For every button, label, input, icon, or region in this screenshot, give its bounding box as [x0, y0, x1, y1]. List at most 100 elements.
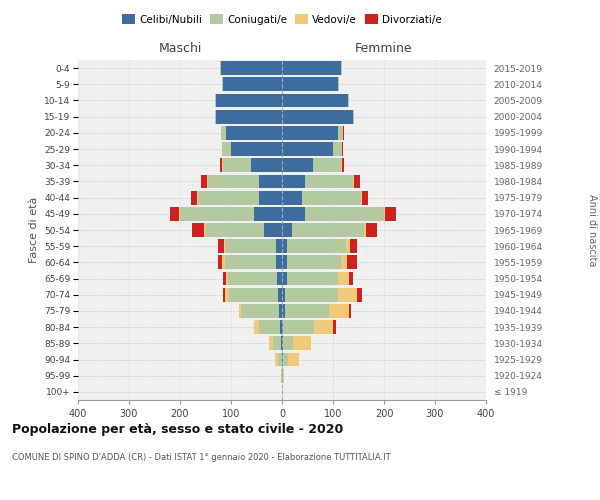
Bar [282, 158, 313, 172]
Bar [364, 223, 366, 237]
Bar [282, 78, 338, 91]
Bar [229, 272, 277, 285]
Bar [284, 288, 338, 302]
Bar [208, 174, 259, 188]
Bar [384, 207, 385, 220]
Bar [259, 320, 280, 334]
Bar [259, 174, 282, 188]
Bar [338, 288, 358, 302]
Bar [347, 256, 357, 270]
Bar [221, 61, 282, 75]
Bar [338, 126, 343, 140]
Bar [206, 223, 264, 237]
Bar [269, 336, 274, 350]
Bar [282, 126, 338, 140]
Bar [198, 190, 259, 204]
Bar [226, 126, 282, 140]
Bar [239, 304, 241, 318]
Bar [170, 207, 179, 220]
Bar [215, 94, 216, 108]
Bar [192, 223, 205, 237]
Bar [223, 272, 226, 285]
Bar [281, 336, 282, 350]
Bar [282, 223, 292, 237]
Bar [338, 272, 349, 285]
Bar [333, 142, 342, 156]
Bar [275, 352, 278, 366]
Bar [276, 240, 282, 253]
Bar [282, 288, 284, 302]
Bar [349, 272, 353, 285]
Bar [283, 352, 288, 366]
Bar [282, 304, 284, 318]
Bar [281, 369, 282, 382]
Bar [333, 320, 335, 334]
Bar [342, 142, 343, 156]
Bar [218, 240, 224, 253]
Bar [353, 174, 355, 188]
Bar [223, 158, 251, 172]
Bar [283, 320, 314, 334]
Text: Femmine: Femmine [355, 42, 413, 55]
Bar [280, 304, 282, 318]
Bar [226, 272, 229, 285]
Bar [314, 320, 333, 334]
Bar [341, 256, 347, 270]
Bar [338, 78, 339, 91]
Bar [282, 369, 283, 382]
Bar [274, 336, 281, 350]
Bar [288, 352, 299, 366]
Bar [361, 190, 362, 204]
Legend: Celibi/Nubili, Coniugati/e, Vedovi/e, Divorziati/e: Celibi/Nubili, Coniugati/e, Vedovi/e, Di… [118, 10, 446, 29]
Bar [197, 190, 198, 204]
Bar [180, 207, 254, 220]
Bar [305, 174, 353, 188]
Bar [207, 174, 208, 188]
Bar [223, 288, 226, 302]
Bar [201, 174, 207, 188]
Bar [223, 256, 225, 270]
Bar [223, 78, 282, 91]
Bar [251, 158, 282, 172]
Text: Popolazione per età, sesso e stato civile - 2020: Popolazione per età, sesso e stato civil… [12, 422, 343, 436]
Bar [346, 240, 350, 253]
Bar [282, 190, 302, 204]
Bar [226, 288, 229, 302]
Bar [276, 256, 282, 270]
Bar [358, 288, 362, 302]
Bar [229, 288, 278, 302]
Bar [287, 272, 338, 285]
Bar [225, 256, 276, 270]
Bar [313, 158, 341, 172]
Bar [220, 61, 221, 75]
Bar [282, 256, 287, 270]
Bar [287, 240, 346, 253]
Bar [282, 352, 283, 366]
Bar [282, 110, 353, 124]
Bar [225, 240, 276, 253]
Bar [254, 207, 282, 220]
Bar [366, 223, 377, 237]
Bar [216, 110, 282, 124]
Bar [284, 304, 329, 318]
Bar [362, 190, 368, 204]
Bar [259, 190, 282, 204]
Bar [215, 110, 216, 124]
Bar [305, 207, 384, 220]
Bar [179, 207, 180, 220]
Bar [220, 158, 223, 172]
Bar [355, 174, 359, 188]
Bar [283, 336, 293, 350]
Bar [221, 126, 226, 140]
Y-axis label: Fasce di età: Fasce di età [29, 197, 38, 263]
Bar [191, 190, 197, 204]
Bar [341, 158, 344, 172]
Bar [287, 256, 341, 270]
Bar [282, 240, 287, 253]
Bar [282, 336, 283, 350]
Bar [385, 207, 396, 220]
Text: COMUNE DI SPINO D'ADDA (CR) - Dati ISTAT 1° gennaio 2020 - Elaborazione TUTTITAL: COMUNE DI SPINO D'ADDA (CR) - Dati ISTAT… [12, 452, 391, 462]
Bar [282, 142, 333, 156]
Bar [282, 320, 283, 334]
Bar [277, 272, 282, 285]
